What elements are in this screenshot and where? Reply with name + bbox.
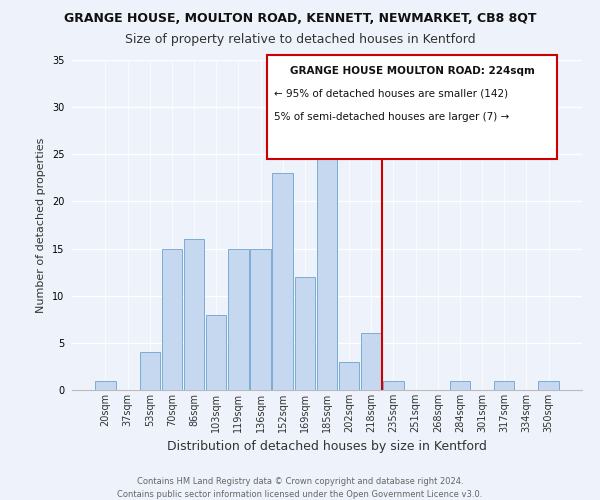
Bar [206,314,226,390]
Bar [295,277,315,390]
Bar [267,56,557,159]
Text: Size of property relative to detached houses in Kentford: Size of property relative to detached ho… [125,32,475,46]
Bar [95,380,116,390]
Bar [272,173,293,390]
Text: Contains HM Land Registry data © Crown copyright and database right 2024.: Contains HM Land Registry data © Crown c… [137,478,463,486]
Bar [450,380,470,390]
Text: 5% of semi-detached houses are larger (7) →: 5% of semi-detached houses are larger (7… [274,112,509,122]
Bar [317,116,337,390]
Bar [250,248,271,390]
Bar [228,248,248,390]
Text: GRANGE HOUSE MOULTON ROAD: 224sqm: GRANGE HOUSE MOULTON ROAD: 224sqm [290,66,535,76]
Bar [383,380,404,390]
Bar [140,352,160,390]
Bar [494,380,514,390]
Bar [361,334,382,390]
Text: ← 95% of detached houses are smaller (142): ← 95% of detached houses are smaller (14… [274,88,508,98]
Bar [339,362,359,390]
Bar [538,380,559,390]
Y-axis label: Number of detached properties: Number of detached properties [37,138,46,312]
Bar [161,248,182,390]
Text: GRANGE HOUSE, MOULTON ROAD, KENNETT, NEWMARKET, CB8 8QT: GRANGE HOUSE, MOULTON ROAD, KENNETT, NEW… [64,12,536,26]
Text: Contains public sector information licensed under the Open Government Licence v3: Contains public sector information licen… [118,490,482,499]
Bar [184,239,204,390]
X-axis label: Distribution of detached houses by size in Kentford: Distribution of detached houses by size … [167,440,487,454]
